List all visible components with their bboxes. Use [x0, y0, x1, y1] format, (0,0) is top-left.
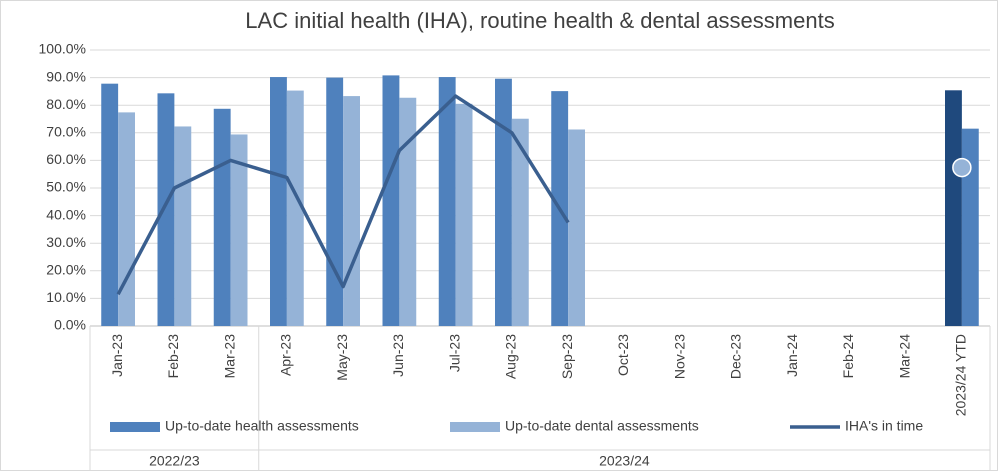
x-tick-label: Nov-23 — [671, 334, 687, 379]
bar — [157, 93, 175, 326]
bar — [326, 77, 344, 326]
y-tick-label: 10.0% — [46, 289, 86, 305]
bar — [101, 83, 119, 326]
x-tick-label: Aug-23 — [503, 334, 519, 379]
y-tick-label: 50.0% — [46, 179, 86, 195]
bar — [213, 108, 231, 327]
x-tick-label: Jan-23 — [109, 334, 125, 377]
bar — [961, 128, 979, 326]
bar — [495, 78, 512, 326]
bar — [568, 129, 585, 326]
y-tick-label: 60.0% — [46, 151, 86, 167]
x-tick-label: Mar-23 — [221, 334, 237, 379]
legend-label: IHA's in time — [845, 418, 923, 434]
bar — [343, 96, 360, 326]
y-tick-label: 100.0% — [39, 41, 86, 57]
group-label: 2023/24 — [599, 453, 650, 469]
y-tick-label: 70.0% — [46, 124, 86, 140]
bar — [945, 90, 962, 327]
bar — [455, 103, 473, 326]
bar — [230, 134, 248, 326]
y-tick-label: 90.0% — [46, 68, 86, 84]
bar — [399, 97, 417, 326]
bar — [551, 91, 569, 327]
bar — [270, 77, 287, 326]
x-tick-label: Jun-23 — [390, 334, 406, 377]
y-tick-label: 0.0% — [54, 317, 86, 333]
bar — [511, 118, 529, 326]
y-tick-label: 40.0% — [46, 206, 86, 222]
x-tick-label: Mar-24 — [896, 334, 912, 379]
legend-swatch — [450, 422, 500, 432]
chart-title: LAC initial health (IHA), routine health… — [245, 8, 834, 33]
x-tick-label: 2023/24 YTD — [953, 334, 969, 416]
bar — [382, 75, 400, 326]
x-tick-label: Feb-23 — [165, 334, 181, 379]
bar — [174, 126, 192, 327]
x-tick-label: Dec-23 — [728, 334, 744, 379]
bar — [438, 77, 456, 326]
legend-label: Up-to-date dental assessments — [505, 418, 699, 434]
legend-label: Up-to-date health assessments — [165, 418, 359, 434]
x-tick-label: May-23 — [334, 334, 350, 381]
bar — [118, 112, 135, 326]
x-tick-label: Jul-23 — [446, 334, 462, 372]
y-tick-label: 80.0% — [46, 96, 86, 112]
line-marker — [952, 157, 972, 178]
bar — [286, 90, 304, 327]
group-label: 2022/23 — [149, 453, 200, 469]
x-tick-label: Feb-24 — [840, 334, 856, 379]
x-tick-label: Apr-23 — [278, 334, 294, 376]
x-tick-label: Oct-23 — [615, 334, 631, 376]
y-tick-label: 20.0% — [46, 262, 86, 278]
x-tick-label: Jan-24 — [784, 334, 800, 377]
y-tick-label: 30.0% — [46, 234, 86, 250]
legend-swatch — [110, 422, 160, 432]
x-tick-label: Sep-23 — [559, 334, 575, 379]
